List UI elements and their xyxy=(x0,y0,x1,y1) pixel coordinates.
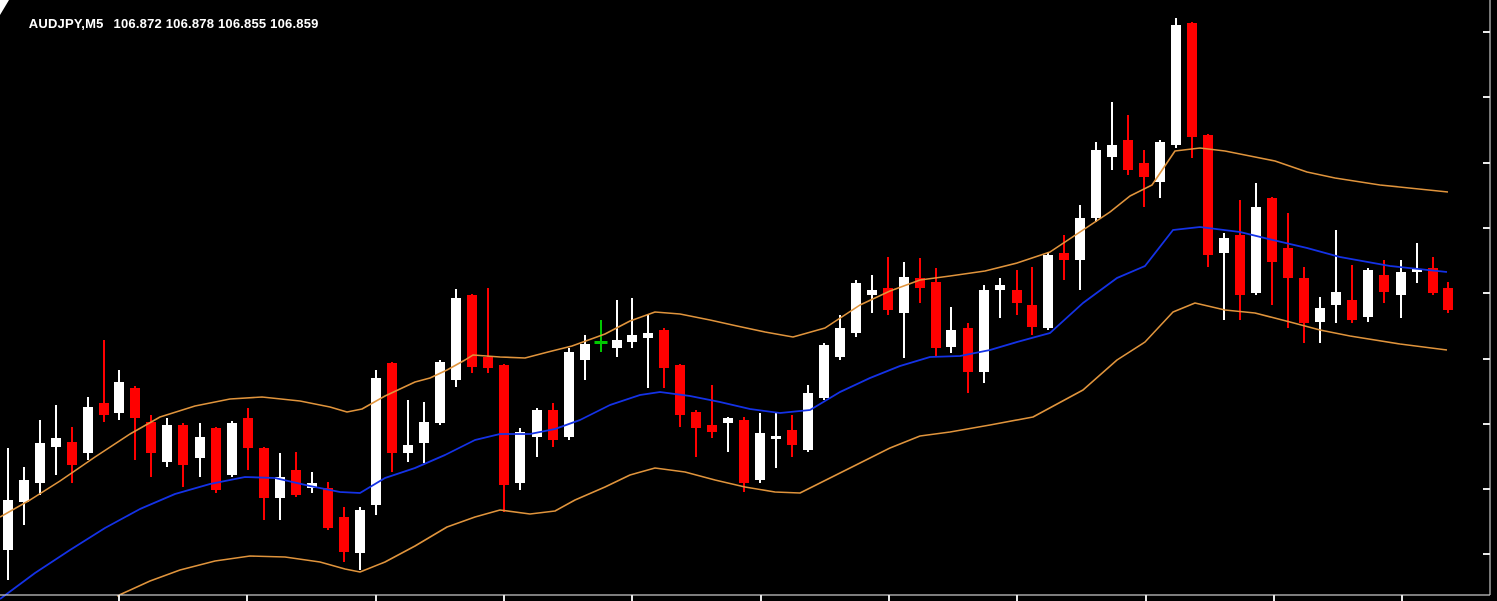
candle-bullish-body xyxy=(835,328,845,357)
candle-bullish-body xyxy=(532,410,542,437)
candle-bearish-body xyxy=(739,420,749,483)
candle-bearish-body xyxy=(1347,300,1357,320)
candle-bullish-body xyxy=(195,437,205,458)
candle-bearish-body xyxy=(323,488,333,528)
candle-bearish-body xyxy=(1139,163,1149,177)
candle-bearish-body xyxy=(1379,275,1389,292)
candle-bearish-body xyxy=(146,422,156,453)
doji-candle-body xyxy=(594,341,608,344)
candle-bearish-body xyxy=(659,330,669,368)
candle-bullish-body xyxy=(819,345,829,398)
candle-bullish-body xyxy=(403,445,413,453)
candle-bullish-body xyxy=(755,433,765,480)
candle-bearish-body xyxy=(787,430,797,445)
candle-bullish-body xyxy=(803,393,813,450)
symbol-timeframe-label: AUDJPY,M5 xyxy=(28,16,104,31)
candle-bearish-body xyxy=(178,425,188,465)
chart-title: AUDJPY,M5 106.872 106.878 106.855 106.859 xyxy=(14,1,319,46)
candle-bullish-body xyxy=(1251,207,1261,293)
candle-bearish-body xyxy=(691,412,701,428)
candle-bearish-body xyxy=(1187,23,1197,137)
candle-bearish-body xyxy=(931,282,941,348)
candle-bullish-body xyxy=(114,382,124,413)
candle-bearish-body xyxy=(1299,278,1309,323)
bollinger-upper-band-line xyxy=(0,147,1449,518)
candle-bearish-body xyxy=(1059,253,1069,260)
candle-bearish-body xyxy=(1443,288,1453,310)
candle-bullish-body xyxy=(451,298,461,380)
candle-bullish-body xyxy=(227,423,237,475)
candle-bullish-body xyxy=(1219,238,1229,253)
candle-bullish-body xyxy=(1091,150,1101,218)
candle-bullish-body xyxy=(1155,142,1165,182)
candle-bullish-body xyxy=(35,443,45,483)
candle-bullish-body xyxy=(162,425,172,462)
candle-bearish-body xyxy=(483,357,493,368)
candle-bullish-body xyxy=(515,432,525,483)
candle-bullish-body xyxy=(1075,218,1085,260)
candle-bullish-body xyxy=(435,362,445,423)
candle-bullish-body xyxy=(771,436,781,439)
candle-bullish-body xyxy=(723,418,733,423)
candle-bullish-body xyxy=(3,500,13,550)
candle-bullish-body xyxy=(1396,272,1406,295)
candle-bearish-body xyxy=(1203,135,1213,255)
candle-bearish-body xyxy=(467,295,477,367)
cursor-arrow-icon xyxy=(0,0,9,15)
bollinger-lower-band-line xyxy=(116,302,1448,597)
candle-bearish-body xyxy=(1267,198,1277,262)
candle-bullish-body xyxy=(643,333,653,338)
candle-bearish-body xyxy=(130,388,140,418)
candle-bearish-body xyxy=(339,517,349,552)
candle-bullish-body xyxy=(1043,255,1053,328)
candle-bearish-body xyxy=(1123,140,1133,170)
middle-moving-average-line xyxy=(0,226,1448,600)
candle-bullish-body xyxy=(1315,308,1325,322)
candle-bullish-body xyxy=(1331,292,1341,305)
candle-bullish-body xyxy=(627,335,637,342)
candle-bearish-body xyxy=(915,278,925,288)
candle-bearish-body xyxy=(387,363,397,453)
candle-bearish-body xyxy=(211,428,221,490)
candle-bullish-body xyxy=(995,285,1005,290)
candle-bullish-body xyxy=(355,510,365,553)
candle-bullish-body xyxy=(867,290,877,295)
candle-bearish-body xyxy=(243,418,253,448)
candle-bullish-body xyxy=(612,340,622,348)
candle-bearish-body xyxy=(963,328,973,372)
candle-bullish-body xyxy=(946,330,956,347)
candle-bearish-body xyxy=(499,365,509,485)
candle-bullish-body xyxy=(83,407,93,453)
candle-bullish-body xyxy=(19,480,29,502)
candle-bullish-body xyxy=(979,290,989,372)
candle-bullish-body xyxy=(899,277,909,313)
candle-bullish-body xyxy=(564,352,574,437)
candle-bearish-body xyxy=(1428,268,1438,293)
candle-bearish-body xyxy=(675,365,685,415)
candle-bearish-body xyxy=(1027,305,1037,327)
candle-bearish-body xyxy=(1283,248,1293,278)
candle-bearish-body xyxy=(1235,235,1245,295)
candle-bearish-body xyxy=(1012,290,1022,303)
candle-bullish-body xyxy=(419,422,429,443)
candle-bullish-body xyxy=(1412,269,1422,272)
candle-bearish-body xyxy=(548,410,558,440)
candle-bearish-body xyxy=(259,448,269,498)
candle-bullish-body xyxy=(371,378,381,505)
candle-bullish-body xyxy=(51,438,61,447)
candle-bullish-body xyxy=(1171,25,1181,145)
candle-bearish-body xyxy=(99,403,109,415)
candle-bearish-body xyxy=(67,442,77,465)
ohlc-quote-values: 106.872 106.878 106.855 106.859 xyxy=(113,16,319,31)
candle-bearish-body xyxy=(707,425,717,432)
candle-bullish-body xyxy=(1107,145,1117,157)
candle-bearish-body xyxy=(883,288,893,310)
candle-bullish-body xyxy=(580,344,590,360)
candle-bullish-body xyxy=(275,477,285,498)
candle-bullish-body xyxy=(1363,270,1373,317)
